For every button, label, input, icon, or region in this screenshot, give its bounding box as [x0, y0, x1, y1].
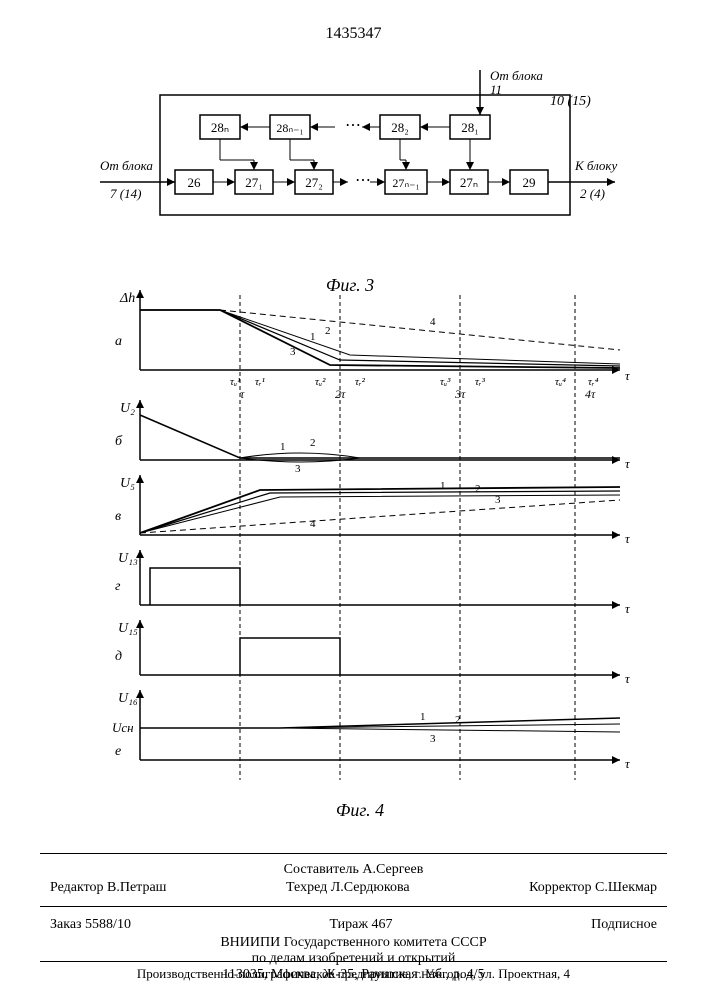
block-29: 29	[510, 170, 548, 194]
figure-3: 10 (15) От блока 11 28ₙ 28ₙ₋₁ ⋯ 28₂	[80, 70, 620, 296]
fig3-svg: 10 (15) От блока 11 28ₙ 28ₙ₋₁ ⋯ 28₂	[80, 70, 620, 270]
svg-text:τ: τ	[625, 368, 631, 383]
right-label-2: 2 (4)	[580, 186, 605, 201]
svg-text:28₂: 28₂	[391, 120, 409, 135]
panel-a: Δh а 1 2 3 4 τᵤ¹ τᵣ¹ τᵤ² τᵣ² τᵤ³ τᵣ³ τᵤ⁴…	[115, 290, 631, 401]
svg-text:Δh: Δh	[119, 291, 135, 306]
document-number: 1435347	[326, 25, 382, 43]
svg-text:28ₙ: 28ₙ	[211, 120, 229, 135]
svg-text:τᵣ¹: τᵣ¹	[255, 376, 265, 388]
ellipsis-icon: ⋯	[345, 117, 361, 134]
svg-text:τ: τ	[625, 671, 631, 686]
svg-text:τ: τ	[625, 601, 631, 616]
panel-b: U₂ б 1 2 3 τ	[115, 400, 631, 475]
svg-text:U₅: U₅	[120, 476, 135, 491]
svg-text:27₁: 27₁	[245, 175, 263, 190]
svg-text:1: 1	[310, 331, 316, 343]
svg-text:U₁₃: U₁₃	[118, 551, 138, 566]
svg-text:τ: τ	[625, 531, 631, 546]
svg-text:3: 3	[290, 346, 296, 358]
fig4-svg: Δh а 1 2 3 4 τᵤ¹ τᵣ¹ τᵤ² τᵣ² τᵤ³ τᵣ³ τᵤ⁴…	[80, 290, 640, 810]
svg-text:в: в	[115, 509, 121, 524]
svg-text:27₂: 27₂	[305, 175, 323, 190]
svg-text:29: 29	[523, 175, 536, 190]
editor: Редактор В.Петраш	[50, 880, 166, 896]
svg-text:3: 3	[295, 463, 301, 475]
svg-text:U₁₅: U₁₅	[118, 621, 138, 636]
right-label-1: К блоку	[574, 158, 618, 173]
podpis: Подписное	[591, 917, 657, 933]
svg-text:4τ: 4τ	[585, 387, 596, 401]
svg-text:д: д	[115, 649, 122, 664]
svg-text:2τ: 2τ	[335, 387, 346, 401]
svg-text:2: 2	[310, 437, 316, 449]
svg-text:1: 1	[420, 711, 426, 723]
svg-text:τᵤ¹: τᵤ¹	[230, 376, 240, 388]
svg-text:27ₙ: 27ₙ	[460, 175, 478, 190]
svg-text:τ: τ	[625, 456, 631, 471]
svg-text:τᵤ²: τᵤ²	[315, 376, 326, 388]
svg-text:4: 4	[310, 518, 316, 530]
figure-4: Δh а 1 2 3 4 τᵤ¹ τᵣ¹ τᵤ² τᵣ² τᵤ³ τᵣ³ τᵤ⁴…	[80, 290, 640, 821]
page: 1435347 10 (15) От блока 11 28ₙ 28ₙ₋₁ ⋯	[0, 0, 707, 1000]
svg-text:3τ: 3τ	[454, 387, 466, 401]
svg-text:τᵣ³: τᵣ³	[475, 376, 486, 388]
svg-text:U₂: U₂	[120, 401, 135, 416]
svg-text:2: 2	[455, 714, 461, 726]
svg-text:а: а	[115, 334, 122, 349]
svg-text:26: 26	[188, 175, 202, 190]
svg-text:3: 3	[495, 494, 501, 506]
left-label-2: 7 (14)	[110, 186, 141, 201]
order: Заказ 5588/10	[50, 917, 131, 933]
block-26: 26	[175, 170, 213, 194]
svg-text:28ₙ₋₁: 28ₙ₋₁	[276, 121, 303, 135]
svg-text:27ₙ₋₁: 27ₙ₋₁	[392, 176, 419, 190]
ellipsis-icon: ⋯	[355, 172, 371, 189]
panel-v: U₅ в 1 2 3 4 τ	[115, 475, 631, 546]
corrector: Корректор С.Шекмар	[529, 880, 657, 896]
svg-text:1: 1	[280, 441, 286, 453]
panel-g: U₁₃ г τ	[115, 550, 631, 616]
svg-text:е: е	[115, 744, 121, 759]
block-28n1: 28ₙ₋₁	[270, 115, 310, 139]
svg-text:1: 1	[440, 480, 446, 492]
org1: ВНИИПИ Государственного комитета СССР	[40, 935, 667, 951]
tirazh: Тираж 467	[329, 917, 392, 933]
block-281: 28₁	[450, 115, 490, 139]
svg-text:б: б	[115, 434, 123, 449]
svg-text:τᵣ²: τᵣ²	[355, 376, 366, 388]
techred: Техред Л.Сердюкова	[286, 880, 410, 896]
svg-text:2: 2	[475, 483, 481, 495]
block-28n: 28ₙ	[200, 115, 240, 139]
block-272: 27₂	[295, 170, 333, 194]
block-27n: 27ₙ	[450, 170, 488, 194]
top-label-2: 11	[490, 82, 502, 97]
svg-text:τᵤ⁴: τᵤ⁴	[555, 376, 566, 388]
left-label-1: От блока	[100, 158, 153, 173]
svg-text:τ: τ	[625, 756, 631, 771]
svg-text:Uсн: Uсн	[112, 720, 134, 735]
svg-text:U₁₆: U₁₆	[118, 691, 138, 706]
panel-d: U₁₅ д τ	[115, 620, 631, 686]
panel-e: U₁₆ Uсн е 1 2 3 τ	[112, 690, 631, 771]
compiler: Составитель А.Сергеев	[40, 862, 667, 878]
svg-text:г: г	[115, 579, 121, 594]
block-282: 28₂	[380, 115, 420, 139]
frame-label: 10 (15)	[550, 94, 591, 109]
block-27n1: 27ₙ₋₁	[385, 170, 427, 194]
svg-text:τ: τ	[240, 387, 245, 401]
block-271: 27₁	[235, 170, 273, 194]
svg-text:2: 2	[325, 325, 331, 337]
svg-text:τᵤ³: τᵤ³	[440, 376, 451, 388]
footer: Производственно-полиграфическое предприя…	[40, 961, 667, 982]
svg-text:28₁: 28₁	[461, 120, 479, 135]
svg-text:3: 3	[430, 733, 436, 745]
svg-text:4: 4	[430, 316, 436, 328]
